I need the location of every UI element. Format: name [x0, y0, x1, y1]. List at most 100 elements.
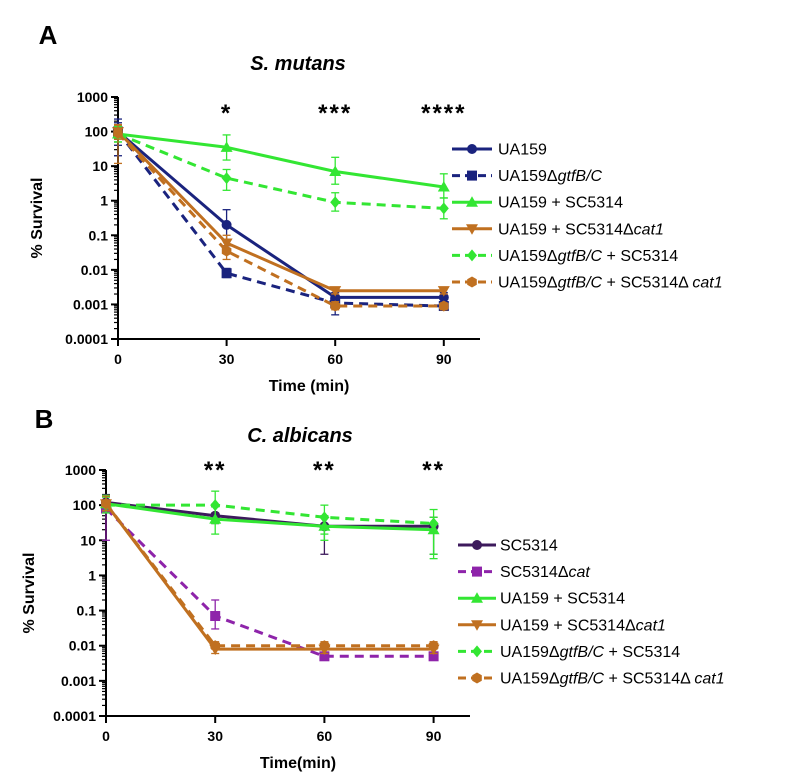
chart-title: C. albicans — [247, 425, 353, 447]
y-tick-label: 1 — [100, 193, 108, 209]
series-line — [106, 503, 434, 525]
series-b6 — [101, 495, 439, 652]
data-point — [438, 202, 449, 215]
legend-label-part: UA159 + SC5314 — [500, 591, 625, 608]
data-point — [101, 498, 111, 510]
legend-marker — [471, 620, 483, 631]
data-point — [113, 127, 123, 139]
x-tick-label: 90 — [436, 351, 452, 367]
legend-label-part: SC5314Δ — [500, 564, 569, 581]
data-point — [438, 292, 449, 303]
series-line — [104, 502, 434, 648]
data-point — [221, 268, 232, 279]
legend-label-part: + SC5314Δ — [604, 671, 694, 688]
legend-label: UA159ΔgtfB/C — [498, 168, 603, 185]
data-point — [437, 180, 450, 192]
legend-entry: UA159ΔgtfB/C + SC5314Δ cat1 — [458, 671, 725, 688]
legend-label-part: UA159Δ — [498, 168, 558, 185]
legend-label-part: cat1 — [634, 221, 664, 238]
chart-title: S. mutans — [250, 53, 346, 75]
significance-annotation: *** — [318, 100, 352, 127]
legend-entry: UA159 + SC5314Δcat1 — [452, 221, 664, 238]
y-tick-label: 100 — [85, 124, 109, 140]
series-a6 — [113, 123, 449, 312]
significance-annotation: **** — [421, 100, 466, 127]
y-tick-label: 1000 — [77, 89, 108, 105]
data-point — [319, 511, 330, 524]
legend-label: UA159ΔgtfB/C + SC5314Δ cat1 — [498, 275, 723, 292]
y-axis-label: % Survival — [29, 178, 46, 259]
x-tick-label: 0 — [114, 351, 122, 367]
legend-label-part: gtfB/C — [558, 168, 603, 185]
x-tick-label: 0 — [102, 728, 110, 744]
y-tick-label: 0.0001 — [53, 708, 96, 724]
legend-label-part: + SC5314Δ — [602, 275, 692, 292]
legend-label-part: cat1 — [692, 275, 722, 292]
legend-label-part: UA159Δ — [500, 644, 560, 661]
y-tick-label: 0.1 — [77, 603, 97, 619]
legend-marker — [472, 672, 482, 684]
series-b1 — [101, 493, 439, 555]
data-point — [439, 300, 449, 312]
data-point — [329, 165, 342, 176]
data-point — [220, 238, 233, 249]
significance-annotation: ** — [313, 457, 336, 484]
x-tick-label: 90 — [426, 728, 442, 744]
legend-label-part: UA159 + SC5314 — [498, 195, 623, 212]
legend-label-part: gtfB/C — [560, 671, 605, 688]
legend-entry: UA159ΔgtfB/C — [452, 168, 603, 185]
legend-marker — [467, 249, 477, 262]
y-tick-label: 1000 — [65, 462, 96, 478]
legend-label: UA159ΔgtfB/C + SC5314 — [498, 248, 678, 265]
y-tick-label: 10 — [92, 158, 108, 174]
legend-marker — [472, 645, 482, 658]
data-point — [221, 219, 232, 230]
series-line — [116, 132, 444, 308]
panel-b: B C. albicans 1000 100 10 1 0.1 0.01 0.001 0.0001… — [21, 404, 725, 772]
x-axis-label: Time (min) — [269, 378, 350, 395]
legend-marker — [472, 540, 482, 550]
legend-entry: SC5314 — [458, 538, 558, 555]
legend-label: UA159 — [498, 142, 547, 159]
data-point — [220, 141, 233, 152]
panel-label: B — [35, 404, 54, 434]
legend-label-part: SC5314 — [500, 538, 558, 555]
data-point — [319, 640, 330, 652]
legend-entry: UA159 + SC5314 — [452, 195, 623, 212]
y-tick-label: 0.1 — [89, 227, 109, 243]
legend-label-part: UA159Δ — [498, 275, 558, 292]
significance-annotation: * — [221, 100, 232, 127]
panel-a: A S. mutans 1000 100 10 1 0.1 0.01 0.001 0.0001 0 3… — [29, 20, 723, 395]
data-point — [319, 651, 330, 662]
data-point — [428, 640, 439, 652]
legend-entry: UA159 + SC5314 — [458, 591, 625, 608]
legend-label: UA159 + SC5314 — [498, 195, 623, 212]
x-tick-label: 30 — [219, 351, 235, 367]
legend-label-part: UA159Δ — [498, 248, 558, 265]
legend-marker — [467, 170, 477, 181]
y-tick-label: 0.01 — [81, 262, 108, 278]
legend-label: UA159 + SC5314Δcat1 — [500, 617, 666, 634]
x-axis-label: Time(min) — [260, 755, 336, 772]
data-point — [329, 286, 342, 297]
x-tick-label: 60 — [317, 728, 333, 744]
legend-entry: UA159 + SC5314Δcat1 — [458, 617, 666, 634]
panel-label: A — [39, 20, 58, 50]
y-axis-label: % Survival — [21, 553, 38, 634]
y-tick-label: 1 — [88, 567, 96, 583]
legend-label: SC5314 — [500, 538, 558, 555]
legend-entry: UA159ΔgtfB/C + SC5314 — [458, 644, 680, 661]
x-tick-label: 30 — [207, 728, 223, 744]
legend-marker — [466, 224, 478, 235]
series-line — [117, 132, 444, 210]
data-point — [221, 172, 232, 185]
data-point — [330, 196, 341, 209]
legend-entry: UA159 — [452, 142, 547, 159]
legend-label-part: UA159 — [498, 142, 547, 159]
legend-label-part: UA159Δ — [500, 671, 560, 688]
legend-marker — [466, 196, 478, 207]
series-line — [116, 130, 444, 293]
series-line — [105, 500, 434, 528]
legend-entry: UA159ΔgtfB/C + SC5314 — [452, 248, 678, 265]
